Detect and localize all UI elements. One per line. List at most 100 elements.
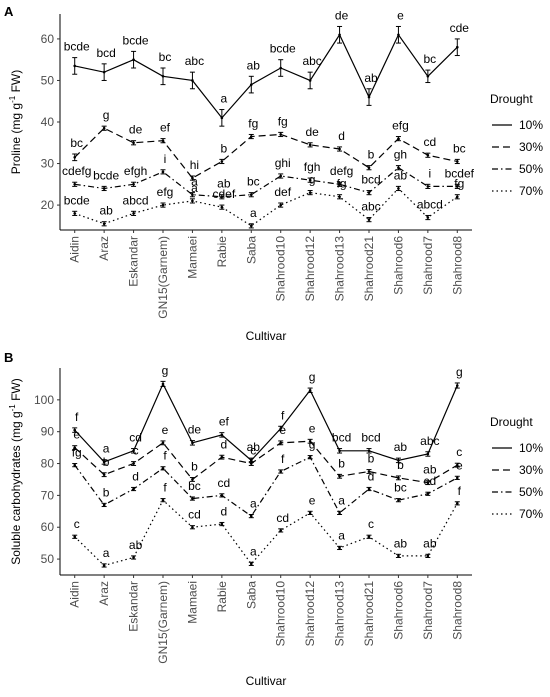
data-point: [220, 455, 224, 459]
x-tick-label: Eskandar: [127, 581, 141, 632]
significance-label: ab: [217, 177, 231, 191]
significance-label: b: [191, 460, 198, 474]
y-tick-label: 30: [41, 157, 55, 171]
panel-B: B 50 60 70 80 90 100 Aidin Araz Eskandar GN15(Garn…: [4, 350, 543, 688]
series-30pct: bc g de ef hi b fg fg de d b efg cd bc: [70, 108, 466, 181]
series-line: [74, 440, 458, 484]
y-tick-label: 20: [41, 198, 55, 212]
significance-label: e: [309, 421, 316, 435]
significance-label: c: [456, 445, 462, 459]
x-tick-label: Saba: [244, 581, 258, 609]
significance-label: a: [338, 493, 345, 507]
data-point: [102, 222, 106, 226]
significance-label: abcd: [417, 197, 443, 211]
significance-label: g: [103, 108, 110, 122]
significance-label: f: [163, 449, 167, 463]
significance-label: ab: [394, 440, 408, 454]
significance-label: bc: [70, 136, 83, 150]
significance-label: cdef: [213, 187, 236, 201]
data-point: [397, 166, 400, 169]
data-point: [426, 75, 430, 78]
significance-label: ab: [394, 168, 408, 182]
data-point: [367, 166, 371, 169]
legend: Drought 10% 30% 50% 70%: [490, 415, 543, 521]
legend-label: 70%: [519, 184, 543, 198]
significance-label: i: [164, 152, 167, 166]
significance-label: abcd: [123, 193, 149, 207]
significance-label: a: [103, 442, 110, 456]
panel-letter: B: [4, 350, 13, 365]
significance-label: d: [132, 469, 139, 483]
significance-label: f: [75, 410, 79, 424]
significance-label: fgh: [304, 160, 321, 174]
data-point: [191, 525, 194, 529]
x-tick-label: Shahrood10: [274, 581, 288, 647]
significance-label: b: [368, 452, 375, 466]
data-point: [367, 535, 371, 539]
data-point: [308, 511, 312, 515]
significance-label: hi: [190, 158, 199, 172]
significance-label: b: [368, 148, 375, 162]
data-point: [338, 33, 341, 37]
data-point: [397, 554, 400, 558]
data-point: [191, 176, 194, 180]
legend-title: Drought: [490, 92, 533, 106]
data-point: [397, 187, 400, 190]
significance-label: c: [74, 517, 80, 531]
significance-label: efg: [392, 119, 409, 133]
significance-label: a: [191, 181, 198, 195]
x-tick-label: Shahrood13: [333, 581, 347, 647]
significance-label: g: [309, 370, 316, 384]
data-point: [220, 195, 224, 199]
data-point: [132, 58, 135, 61]
significance-label: bc: [247, 175, 260, 189]
data-point: [191, 497, 194, 500]
data-point: [73, 463, 77, 467]
significance-label: cd: [276, 511, 289, 525]
data-point: [249, 83, 253, 86]
panel-letter: A: [4, 4, 14, 19]
x-tick-label: Shahrood12: [303, 236, 317, 302]
x-axis-title: Cultivar: [246, 674, 287, 688]
significance-label: ab: [99, 204, 113, 218]
data-point: [455, 195, 459, 199]
data-point: [132, 449, 135, 453]
data-point: [338, 195, 341, 199]
significance-label: bc: [394, 481, 407, 495]
data-point: [73, 156, 77, 159]
data-point: [308, 439, 312, 443]
significance-label: a: [250, 496, 257, 510]
data-point: [397, 33, 400, 37]
series-line: [74, 187, 458, 227]
significance-label: efgh: [124, 164, 147, 178]
significance-label: ab: [394, 536, 408, 550]
data-point: [102, 564, 106, 567]
significance-label: cdefg: [62, 164, 91, 178]
significance-label: ghi: [275, 156, 291, 170]
data-point: [73, 183, 77, 186]
significance-label: abc: [361, 200, 380, 214]
x-tick-label: Araz: [97, 581, 111, 606]
significance-label: fg: [278, 114, 288, 128]
data-point: [249, 514, 253, 518]
significance-label: abc: [420, 434, 439, 448]
x-tick-label: Aidin: [68, 236, 82, 263]
data-point: [338, 511, 341, 515]
legend-label: 10%: [519, 441, 543, 455]
data-point: [161, 203, 165, 207]
significance-label: fg: [248, 116, 258, 130]
significance-label: e: [309, 493, 316, 507]
data-point: [455, 185, 459, 188]
significance-label: f: [281, 408, 285, 422]
significance-label: bcde: [64, 40, 90, 54]
significance-label: c: [368, 517, 374, 531]
data-point: [367, 218, 371, 221]
data-point: [249, 462, 253, 465]
data-point: [338, 147, 341, 151]
data-point: [279, 174, 283, 178]
data-point: [338, 449, 341, 453]
data-point: [249, 224, 253, 228]
y-tick-label: 40: [41, 115, 55, 129]
data-point: [455, 384, 459, 387]
